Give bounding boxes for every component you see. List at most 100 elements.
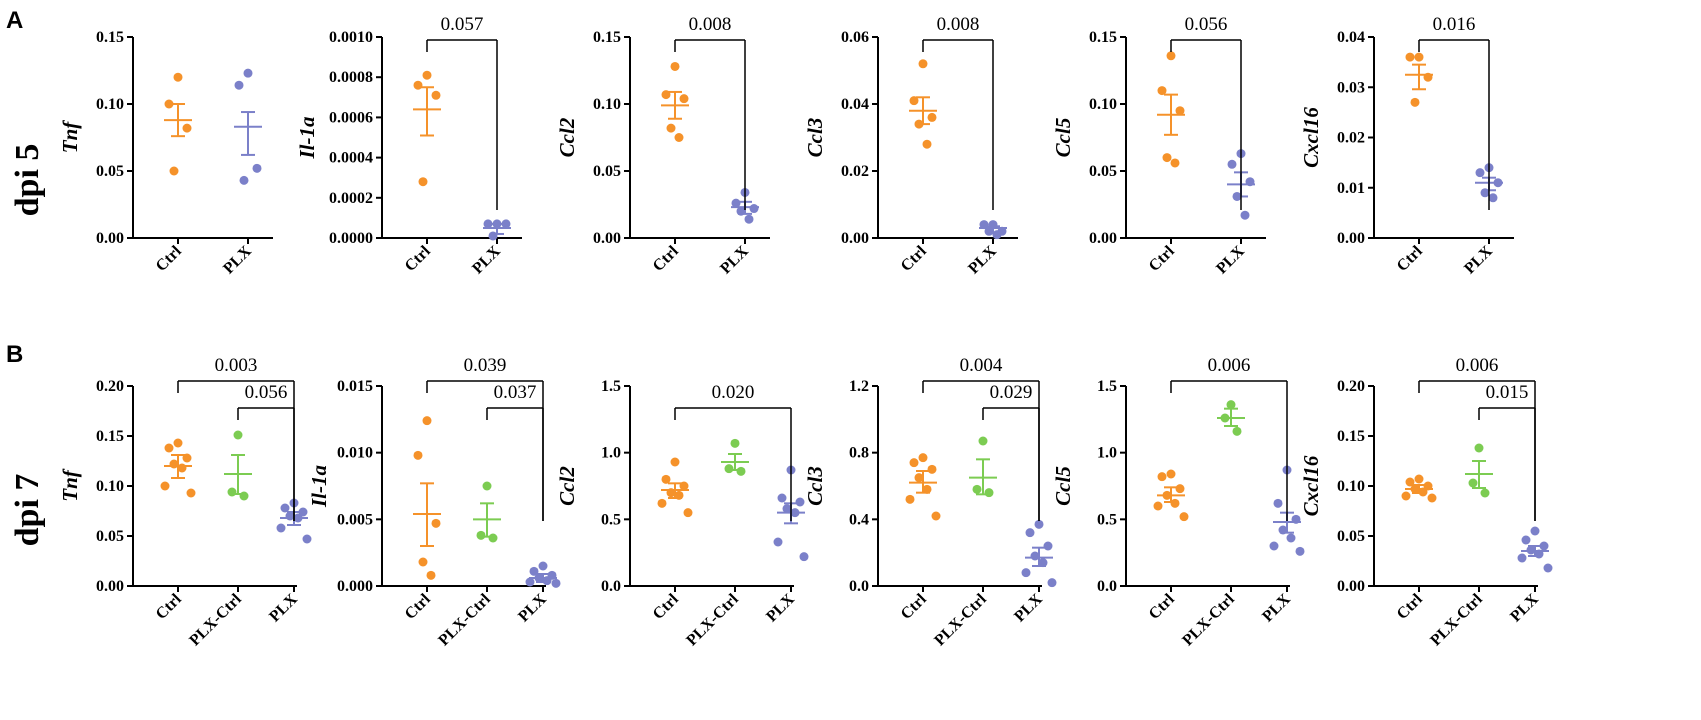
data-point <box>422 416 432 426</box>
data-point <box>1480 188 1490 198</box>
data-point <box>1517 553 1527 563</box>
p-value-label: 0.006 <box>1456 355 1499 376</box>
y-tick-label: 0.04 <box>1337 29 1365 46</box>
y-axis-label: Ccl2 <box>555 466 579 506</box>
significance-bracket: 0.003 <box>177 355 295 521</box>
chart-0-5: 0.00 0.01 0.02 0.03 0.04 Cxcl16 Ctrl PLX 0.016 <box>1299 14 1514 277</box>
y-tick-label: 0.005 <box>337 511 373 528</box>
data-point <box>724 464 734 474</box>
significance-bracket: 0.006 <box>1418 355 1536 521</box>
data-point <box>302 534 312 544</box>
data-point <box>488 533 498 543</box>
data-point <box>730 438 740 448</box>
data-point <box>1025 528 1035 538</box>
significance-bracket: 0.057 <box>426 14 498 210</box>
data-point <box>744 214 754 224</box>
data-point <box>169 459 179 469</box>
y-tick-label: 0.15 <box>96 29 124 46</box>
data-point <box>431 90 441 100</box>
data-point <box>1034 519 1044 529</box>
data-point <box>1286 533 1296 543</box>
series-ctrl <box>661 61 689 142</box>
p-value-label: 0.037 <box>494 382 537 403</box>
y-axis-label: Ccl3 <box>803 466 827 506</box>
x-category-label: Ctrl <box>898 242 931 275</box>
data-point <box>1038 558 1048 568</box>
y-tick-label: 0.03 <box>1337 79 1365 96</box>
data-point <box>1170 498 1180 508</box>
data-point <box>483 219 493 229</box>
data-point <box>666 488 676 498</box>
row-label-dpi5: dpi 5 <box>9 144 46 217</box>
p-value-label: 0.008 <box>937 14 980 35</box>
data-point <box>978 436 988 446</box>
p-value-label: 0.020 <box>712 382 755 403</box>
y-tick-label: 1.5 <box>601 378 621 395</box>
y-tick-label: 0.0 <box>849 578 869 595</box>
data-point <box>169 166 179 176</box>
data-point <box>782 504 792 514</box>
significance-bracket: 0.039 <box>426 355 544 521</box>
data-point <box>534 573 544 583</box>
series-plx-ctrl <box>1217 400 1245 436</box>
y-axis-label: Il-1a <box>295 117 319 160</box>
data-point <box>476 530 486 540</box>
x-category-label: PLX <box>469 242 504 277</box>
y-axis-label: Tnf <box>58 468 82 502</box>
chart-0-0: 0.00 0.05 0.10 0.15 Tnf Ctrl PLX <box>58 29 273 277</box>
data-point <box>1530 526 1540 536</box>
series-plx-ctrl <box>721 438 749 476</box>
p-value-label: 0.008 <box>689 14 732 35</box>
data-point <box>1162 490 1172 500</box>
significance-bracket: 0.029 <box>982 382 1040 521</box>
series-plx <box>1269 465 1305 556</box>
data-point <box>1175 106 1185 116</box>
series-ctrl <box>1401 474 1437 503</box>
data-point <box>285 511 295 521</box>
data-point <box>280 503 290 513</box>
data-point <box>227 487 237 497</box>
data-point <box>488 231 498 241</box>
data-point <box>1291 514 1301 524</box>
data-point <box>1418 487 1428 497</box>
chart-0-2: 0.00 0.05 0.10 0.15 Ccl2 Ctrl PLX 0.008 <box>555 14 770 277</box>
significance-bracket: 0.006 <box>1170 355 1288 521</box>
data-point <box>252 163 262 173</box>
series-ctrl <box>1153 469 1189 522</box>
data-point <box>1043 541 1053 551</box>
data-point <box>1493 178 1503 188</box>
series-ctrl <box>1157 51 1185 168</box>
series-ctrl <box>160 438 196 498</box>
data-point <box>551 578 561 588</box>
data-point <box>1240 210 1250 220</box>
data-point <box>931 511 941 521</box>
y-tick-label: 0.0008 <box>329 69 373 86</box>
x-category-label: Ctrl <box>402 590 435 623</box>
p-value-label: 0.039 <box>464 355 507 376</box>
y-axis-label: Ccl3 <box>803 118 827 158</box>
chart-1-3: 0.0 0.4 0.8 1.2 Ccl3 Ctrl PLX-Ctrl PLX 0.004 0.02… <box>803 355 1057 649</box>
x-category-label: Ctrl <box>153 242 186 275</box>
data-point <box>1170 158 1180 168</box>
y-axis-label: Cxcl16 <box>1299 455 1323 516</box>
data-point <box>666 123 676 133</box>
data-point <box>661 474 671 484</box>
series-plx-ctrl <box>1465 443 1493 498</box>
data-point <box>1179 512 1189 522</box>
data-point <box>529 566 539 576</box>
data-point <box>984 488 994 498</box>
data-point <box>1410 97 1420 107</box>
series-ctrl <box>164 72 192 176</box>
data-point <box>1157 86 1167 96</box>
x-category-label: PLX <box>717 242 752 277</box>
data-point <box>1526 545 1536 555</box>
y-tick-label: 0.00 <box>96 230 124 247</box>
x-category-label: Ctrl <box>402 242 435 275</box>
y-tick-label: 0.0 <box>601 578 621 595</box>
x-category-label: PLX-Ctrl <box>1179 590 1238 649</box>
y-tick-label: 0.5 <box>1097 511 1117 528</box>
data-point <box>909 96 919 106</box>
data-point <box>1157 472 1167 482</box>
data-point <box>164 99 174 109</box>
chart-1-2: 0.0 0.5 1.0 1.5 Ccl2 Ctrl PLX-Ctrl PLX 0.020 <box>555 378 809 649</box>
